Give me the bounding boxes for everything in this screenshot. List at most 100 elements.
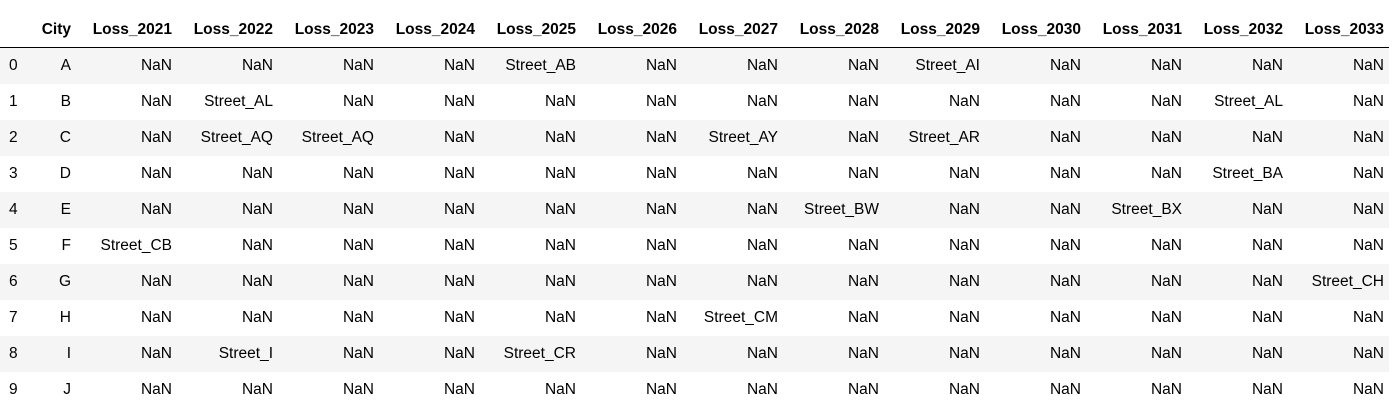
loss-cell: NaN xyxy=(1150,237,1182,254)
loss-cell: NaN xyxy=(443,237,475,254)
loss-cell: NaN xyxy=(746,93,778,110)
loss-cell: NaN xyxy=(140,129,172,146)
city-cell: I xyxy=(66,345,71,362)
loss-cell: NaN xyxy=(948,381,980,398)
dataframe-table: City Loss_2021 Loss_2022 Loss_2023 Loss_… xyxy=(0,13,1389,408)
loss-cell: NaN xyxy=(443,381,475,398)
loss-cell: NaN xyxy=(1049,309,1081,326)
row-index: 1 xyxy=(9,93,18,110)
loss-cell: NaN xyxy=(140,309,172,326)
row-index: 9 xyxy=(9,381,18,398)
loss-cell: NaN xyxy=(948,93,980,110)
loss-cell: NaN xyxy=(746,57,778,74)
loss-cell: NaN xyxy=(443,57,475,74)
loss-cell: NaN xyxy=(847,273,879,290)
loss-cell: NaN xyxy=(746,381,778,398)
loss-cell: NaN xyxy=(645,93,677,110)
loss-cell: Street_CH xyxy=(1311,273,1384,290)
loss-cell: NaN xyxy=(1251,237,1283,254)
loss-cell: NaN xyxy=(443,129,475,146)
loss-cell: Street_AQ xyxy=(200,129,273,146)
row-index: 3 xyxy=(9,165,18,182)
loss-cell: Street_AB xyxy=(505,57,576,74)
loss-cell: NaN xyxy=(544,381,576,398)
loss-cell: Street_CR xyxy=(503,345,576,362)
table-row: 4 E NaN NaN NaN NaN NaN NaN NaN Street_BW NaN NaN St… xyxy=(0,192,1389,228)
loss-cell: NaN xyxy=(1251,201,1283,218)
loss-cell: NaN xyxy=(645,57,677,74)
loss-cell: NaN xyxy=(241,381,273,398)
column-header-loss-2021: Loss_2021 xyxy=(76,13,177,48)
column-header-loss-2030: Loss_2030 xyxy=(985,13,1086,48)
loss-cell: NaN xyxy=(342,273,374,290)
loss-cell: NaN xyxy=(1150,57,1182,74)
loss-cell: NaN xyxy=(1049,381,1081,398)
loss-cell: NaN xyxy=(1049,165,1081,182)
table-row: 3 D NaN NaN NaN NaN NaN NaN NaN NaN NaN NaN NaN Stree… xyxy=(0,156,1389,192)
row-index: 0 xyxy=(9,57,18,74)
loss-cell: NaN xyxy=(948,237,980,254)
loss-cell: NaN xyxy=(746,345,778,362)
loss-cell: NaN xyxy=(645,345,677,362)
loss-cell: NaN xyxy=(342,237,374,254)
loss-cell: NaN xyxy=(645,165,677,182)
loss-cell: NaN xyxy=(645,273,677,290)
loss-cell: NaN xyxy=(140,345,172,362)
loss-cell: NaN xyxy=(544,93,576,110)
loss-cell: Street_CM xyxy=(703,309,778,326)
loss-cell: NaN xyxy=(342,309,374,326)
loss-cell: NaN xyxy=(847,237,879,254)
loss-cell: NaN xyxy=(1251,273,1283,290)
city-cell: H xyxy=(59,309,71,326)
column-header-city: City xyxy=(28,13,76,48)
loss-cell: NaN xyxy=(544,165,576,182)
column-header-loss-2026: Loss_2026 xyxy=(581,13,682,48)
loss-cell: NaN xyxy=(140,57,172,74)
loss-cell: NaN xyxy=(645,129,677,146)
loss-cell: NaN xyxy=(1049,129,1081,146)
dataframe-output: City Loss_2021 Loss_2022 Loss_2023 Loss_… xyxy=(0,13,1389,408)
loss-cell: NaN xyxy=(443,345,475,362)
loss-cell: NaN xyxy=(342,201,374,218)
column-header-loss-2024: Loss_2024 xyxy=(379,13,480,48)
row-index: 4 xyxy=(9,201,18,218)
loss-cell: NaN xyxy=(140,201,172,218)
loss-cell: NaN xyxy=(1251,309,1283,326)
loss-cell: NaN xyxy=(645,381,677,398)
loss-cell: NaN xyxy=(847,381,879,398)
city-cell: A xyxy=(60,57,71,74)
table-row: 1 B NaN Street_AL NaN NaN NaN NaN NaN NaN NaN NaN Na… xyxy=(0,84,1389,120)
column-header-loss-2023: Loss_2023 xyxy=(278,13,379,48)
column-header-loss-2025: Loss_2025 xyxy=(480,13,581,48)
loss-cell: NaN xyxy=(1049,93,1081,110)
loss-cell: NaN xyxy=(948,273,980,290)
loss-cell: NaN xyxy=(544,201,576,218)
loss-cell: Street_AY xyxy=(708,129,778,146)
loss-cell: NaN xyxy=(241,309,273,326)
loss-cell: NaN xyxy=(1352,129,1384,146)
loss-cell: NaN xyxy=(443,309,475,326)
loss-cell: NaN xyxy=(1251,345,1283,362)
loss-cell: Street_BX xyxy=(1111,201,1182,218)
loss-cell: NaN xyxy=(1150,165,1182,182)
loss-cell: NaN xyxy=(1150,93,1182,110)
loss-cell: NaN xyxy=(443,273,475,290)
loss-cell: NaN xyxy=(847,345,879,362)
loss-cell: NaN xyxy=(746,237,778,254)
loss-cell: NaN xyxy=(241,165,273,182)
loss-cell: Street_AL xyxy=(204,93,273,110)
column-header-loss-2032: Loss_2032 xyxy=(1187,13,1288,48)
loss-cell: NaN xyxy=(847,57,879,74)
loss-cell: Street_AI xyxy=(915,57,980,74)
city-cell: J xyxy=(63,381,71,398)
loss-cell: NaN xyxy=(1251,129,1283,146)
loss-cell: NaN xyxy=(140,273,172,290)
loss-cell: NaN xyxy=(1049,57,1081,74)
loss-cell: NaN xyxy=(746,165,778,182)
table-body: 0 A NaN NaN NaN NaN Street_AB NaN NaN NaN Street_A… xyxy=(0,47,1389,408)
loss-cell: Street_BW xyxy=(804,201,879,218)
loss-cell: NaN xyxy=(1049,201,1081,218)
row-index: 8 xyxy=(9,345,18,362)
loss-cell: NaN xyxy=(241,273,273,290)
city-cell: F xyxy=(61,237,71,254)
